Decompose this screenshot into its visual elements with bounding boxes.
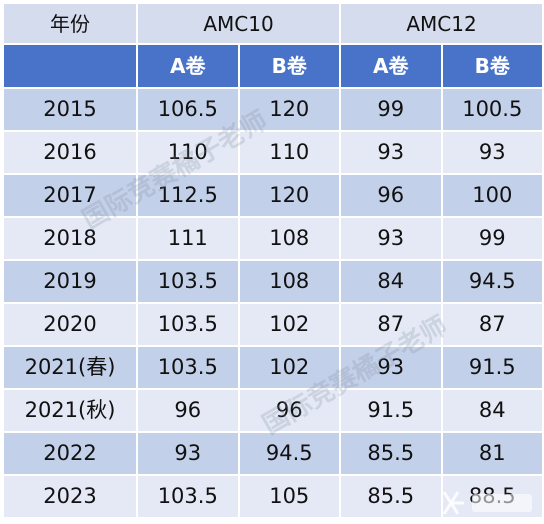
- year-cell: 2022: [2, 431, 138, 476]
- amc10-a-cell: 93: [136, 431, 240, 476]
- table-row: 2022 93 94.5 85.5 81: [2, 431, 544, 476]
- amc12-a-cell: 91.5: [339, 388, 443, 433]
- amc12-a-cell: 96: [339, 173, 443, 218]
- amc10-b-cell: 120: [237, 173, 342, 218]
- year-cell: 2015: [2, 87, 138, 132]
- year-column-header: 年份: [2, 2, 138, 45]
- table-row: 2021(秋) 96 96 91.5 84: [2, 388, 544, 433]
- amc10-b-cell: 105: [237, 474, 342, 519]
- amc12-b-cell: 94.5: [440, 259, 544, 304]
- amc10-a-cell: 103.5: [136, 259, 240, 304]
- amc10-a-cell: 96: [136, 388, 240, 433]
- amc10-a-cell: 103.5: [136, 345, 240, 390]
- year-cell: 2021(春): [2, 345, 138, 390]
- amc12-b-cell: 91.5: [440, 345, 544, 390]
- amc12-b-cell: 93: [440, 130, 544, 175]
- year-cell: 2021(秋): [2, 388, 138, 433]
- amc12-b-cell: 88.5: [440, 474, 544, 519]
- table-row: 2020 103.5 102 87 87: [2, 302, 544, 347]
- amc12-a-cell: 93: [339, 216, 443, 261]
- amc10-a-cell: 103.5: [136, 302, 240, 347]
- amc12-a-cell: 85.5: [339, 431, 443, 476]
- amc12-a-cell: 99: [339, 87, 443, 132]
- amc12-a-cell: 93: [339, 345, 443, 390]
- amc12-b-cell: 100: [440, 173, 544, 218]
- amc10-b-cell: 102: [237, 345, 342, 390]
- table-row: 2017 112.5 120 96 100: [2, 173, 544, 218]
- amc12-a-cell: 93: [339, 130, 443, 175]
- amc10-a-header: A卷: [136, 43, 240, 89]
- amc12-a-cell: 85.5: [339, 474, 443, 519]
- amc12-b-cell: 100.5: [440, 87, 544, 132]
- amc12-b-header: B卷: [440, 43, 544, 89]
- header-blank-cell: [2, 43, 138, 89]
- year-cell: 2023: [2, 474, 138, 519]
- amc12-b-cell: 87: [440, 302, 544, 347]
- amc12-a-cell: 84: [339, 259, 443, 304]
- table-row: 2016 110 110 93 93: [2, 130, 544, 175]
- amc10-a-cell: 110: [136, 130, 240, 175]
- amc10-b-header: B卷: [237, 43, 342, 89]
- year-cell: 2019: [2, 259, 138, 304]
- header-row-sub: A卷 B卷 A卷 B卷: [2, 43, 544, 89]
- amc12-a-cell: 87: [339, 302, 443, 347]
- table-row: 2015 106.5 120 99 100.5: [2, 87, 544, 132]
- year-cell: 2016: [2, 130, 138, 175]
- amc10-b-cell: 96: [237, 388, 342, 433]
- year-cell: 2017: [2, 173, 138, 218]
- amc10-a-cell: 112.5: [136, 173, 240, 218]
- year-cell: 2018: [2, 216, 138, 261]
- table-body: 2015 106.5 120 99 100.5 2016 110 110 93 …: [2, 87, 544, 519]
- amc10-b-cell: 102: [237, 302, 342, 347]
- amc12-b-cell: 84: [440, 388, 544, 433]
- amc12-b-cell: 81: [440, 431, 544, 476]
- amc12-b-cell: 99: [440, 216, 544, 261]
- table-row: 2019 103.5 108 84 94.5: [2, 259, 544, 304]
- amc10-a-cell: 111: [136, 216, 240, 261]
- amc10-group-header: AMC10: [135, 2, 342, 45]
- table-row: 2021(春) 103.5 102 93 91.5: [2, 345, 544, 390]
- amc12-a-header: A卷: [339, 43, 443, 89]
- amc10-b-cell: 120: [237, 87, 342, 132]
- table-row: 2023 103.5 105 85.5 88.5: [2, 474, 544, 519]
- amc10-a-cell: 103.5: [136, 474, 240, 519]
- amc10-b-cell: 110: [237, 130, 342, 175]
- table-row: 2018 111 108 93 99: [2, 216, 544, 261]
- amc10-b-cell: 108: [237, 259, 342, 304]
- amc10-a-cell: 106.5: [136, 87, 240, 132]
- amc12-group-header: AMC12: [339, 2, 544, 45]
- amc10-b-cell: 94.5: [237, 431, 342, 476]
- header-row-top: 年份 AMC10 AMC12: [2, 2, 544, 45]
- amc10-b-cell: 108: [237, 216, 342, 261]
- year-cell: 2020: [2, 302, 138, 347]
